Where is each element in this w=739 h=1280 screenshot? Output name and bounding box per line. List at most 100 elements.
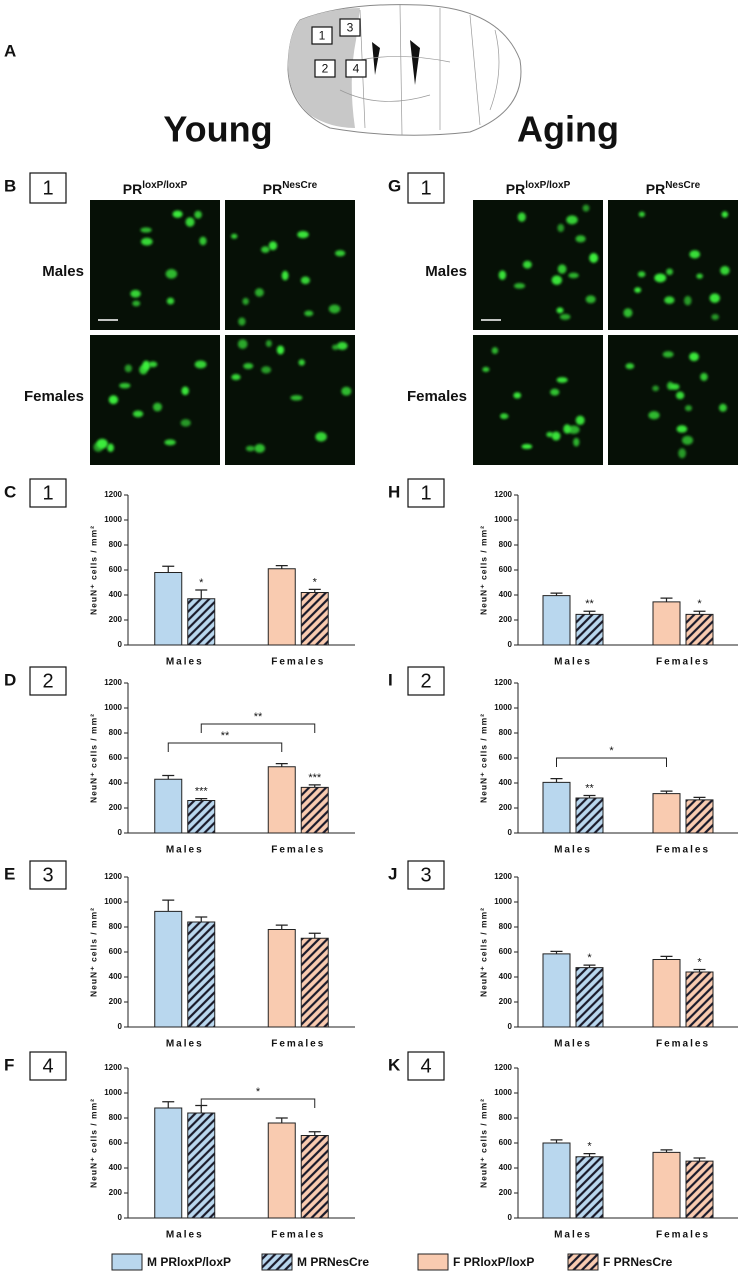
y-tick-label: 0 (118, 640, 123, 649)
x-tick-label: Females (656, 845, 710, 856)
neuron (341, 386, 352, 396)
y-tick-label: 800 (109, 728, 123, 737)
bar (187, 1112, 216, 1219)
neuron (654, 273, 667, 283)
y-tick-label: 1200 (494, 678, 512, 687)
neuron (265, 339, 272, 348)
neuron (482, 366, 490, 372)
micrograph (608, 335, 738, 465)
y-tick-label: 1000 (494, 703, 512, 712)
error-bar (275, 565, 288, 569)
y-axis-label: NeuN⁺ cells / mm² (88, 713, 98, 803)
y-tick-label: 800 (499, 540, 513, 549)
label-box (407, 860, 445, 890)
neuron (152, 402, 162, 412)
error-bar (693, 610, 706, 615)
neuron (638, 211, 645, 218)
neuron (681, 435, 694, 445)
neuron (522, 260, 532, 269)
error-bar (693, 968, 706, 972)
bar (187, 598, 216, 646)
label-box (29, 172, 67, 204)
label-box (311, 26, 333, 45)
genotype-base: PR (123, 181, 142, 197)
y-tick-label: 800 (109, 540, 123, 549)
x-tick-label: Females (656, 657, 710, 668)
y-tick-label: 1000 (104, 1088, 122, 1097)
neuron (194, 210, 202, 219)
panel-letter: G (388, 176, 401, 195)
bar (685, 971, 714, 1028)
column-title: Young (163, 109, 272, 150)
neuron (551, 275, 563, 285)
bar (300, 937, 329, 1028)
neuron (185, 217, 195, 227)
label-box (345, 59, 367, 78)
y-tick-label: 800 (499, 922, 513, 931)
significance: *** (308, 772, 322, 784)
bar (154, 572, 183, 646)
label-box (407, 172, 445, 204)
y-tick-label: 1200 (104, 1063, 122, 1072)
row-label: Females (24, 388, 84, 405)
bar (685, 799, 714, 834)
neuron (166, 297, 175, 305)
y-tick-label: 400 (109, 972, 123, 981)
neuron (666, 381, 674, 390)
neuron (678, 448, 686, 459)
comparison-label: * (256, 1086, 261, 1098)
legend-label: M PRloxP/loxP (147, 1255, 231, 1269)
x-tick-label: Females (656, 1230, 710, 1241)
neuron (684, 295, 692, 306)
error-bar (275, 924, 288, 930)
genotype-header: PRloxP/loxP (123, 180, 188, 197)
panel-letter: A (4, 41, 16, 60)
neuron (181, 386, 189, 396)
neuron (685, 405, 692, 412)
bar (575, 1156, 604, 1219)
x-tick-label: Males (166, 657, 204, 668)
label-box-text: 1 (42, 482, 53, 504)
neuron (556, 307, 564, 314)
y-tick-label: 1000 (104, 897, 122, 906)
error-bar (660, 790, 673, 794)
error-bar (583, 794, 596, 798)
neuron (566, 215, 578, 225)
neuron (290, 395, 303, 401)
neuron (148, 361, 158, 368)
neuron (141, 237, 153, 246)
micrograph (225, 335, 355, 465)
label-box-text: 1 (319, 29, 326, 43)
neuron (164, 439, 176, 446)
neuron (231, 374, 241, 381)
neuron (491, 347, 499, 354)
neuron (334, 250, 346, 257)
y-tick-label: 0 (118, 1213, 123, 1222)
y-tick-label: 200 (109, 997, 123, 1006)
y-tick-label: 600 (499, 1138, 513, 1147)
genotype-header: PRNesCre (263, 180, 318, 197)
x-tick-label: Females (656, 1039, 710, 1050)
neuron (513, 283, 526, 289)
y-tick-label: 400 (499, 972, 513, 981)
bar (685, 1160, 714, 1219)
label-box-text: 2 (322, 62, 329, 76)
error-bar (583, 1153, 596, 1157)
y-tick-label: 400 (499, 590, 513, 599)
neuron (719, 403, 727, 412)
y-tick-label: 800 (109, 922, 123, 931)
bar (652, 959, 681, 1028)
neuron (675, 391, 685, 400)
neuron (238, 317, 246, 326)
significance: ** (585, 598, 594, 610)
y-tick-label: 600 (499, 947, 513, 956)
neuron (559, 313, 571, 320)
neuron (709, 293, 720, 303)
y-tick-label: 200 (499, 803, 513, 812)
neuron (546, 431, 554, 438)
error-bar (308, 784, 321, 788)
y-tick-label: 1200 (494, 872, 512, 881)
bar (154, 1107, 183, 1219)
neuron (276, 345, 285, 355)
